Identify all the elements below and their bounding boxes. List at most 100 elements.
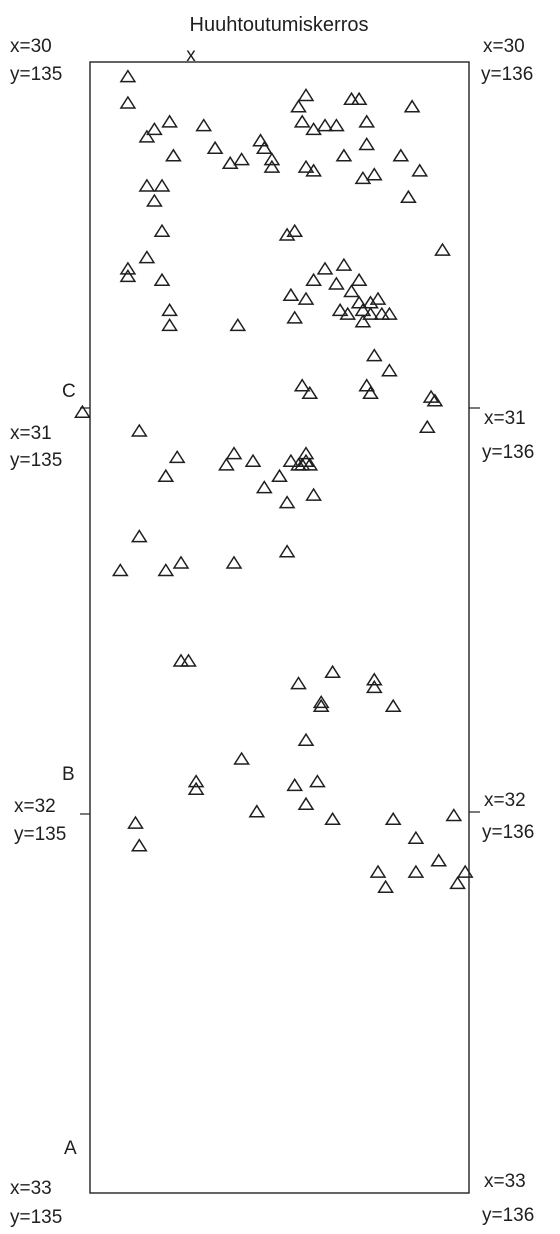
triangle-point (362, 385, 379, 400)
triangle-point (358, 378, 376, 392)
triangle-point (335, 148, 353, 162)
triangle-point (430, 853, 448, 867)
triangle-point (358, 136, 376, 151)
triangle-point (74, 404, 91, 418)
triangle-point (138, 129, 156, 143)
triangle-point (343, 284, 360, 298)
triangle-point (407, 830, 425, 844)
triangle-point (161, 114, 178, 128)
triangle-point (328, 276, 345, 290)
right-label-x30: x=30 (483, 36, 525, 57)
triangle-point (271, 468, 288, 483)
triangle-point (206, 140, 224, 155)
triangle-point (153, 178, 171, 192)
triangle-point (255, 140, 273, 155)
triangle-point (301, 457, 319, 471)
right-label-x31: x=31 (484, 408, 526, 429)
diagram-frame (89, 61, 470, 1194)
left-label-x30: x=30 (10, 36, 52, 57)
triangle-point (316, 118, 334, 132)
triangle-point (335, 257, 353, 271)
triangle-point (358, 114, 376, 128)
triangle-point (369, 864, 387, 878)
triangle-point (381, 306, 398, 320)
triangle-point (180, 653, 197, 667)
triangle-point (119, 269, 137, 283)
triangle-point (456, 864, 474, 878)
triangle-point (263, 159, 281, 173)
triangle-point (153, 272, 171, 286)
triangle-point (282, 287, 300, 302)
triangle-point (403, 99, 421, 113)
triangle-point (297, 796, 315, 810)
triangle-point (418, 419, 436, 433)
triangle-point (153, 223, 171, 237)
triangle-point (305, 163, 322, 177)
right-label-y136-top: y=136 (481, 64, 533, 85)
triangle-point (312, 695, 330, 709)
triangle-point (293, 114, 311, 128)
triangle-point (426, 393, 444, 407)
triangle-point (297, 732, 315, 746)
triangle-point (130, 529, 148, 543)
triangle-point (263, 152, 281, 166)
triangle-point (293, 378, 311, 392)
triangle-point (362, 306, 379, 320)
triangle-point (365, 167, 383, 181)
triangle-point (290, 676, 307, 690)
triangle-point (312, 698, 330, 712)
marker-x-label: x (186, 45, 196, 66)
triangle-point (365, 672, 383, 686)
triangle-point (244, 453, 262, 467)
right-label-y136-c: y=136 (482, 442, 534, 463)
right-label-x33: x=33 (484, 1171, 526, 1192)
triangle-point (119, 95, 137, 109)
triangle-point (127, 815, 144, 829)
triangle-point (278, 544, 296, 558)
triangle-point (411, 163, 429, 177)
left-label-y135-c: y=135 (10, 450, 62, 471)
triangle-point (290, 99, 307, 113)
triangle-point (286, 223, 304, 237)
triangle-point (161, 302, 178, 317)
triangle-point (111, 563, 129, 577)
triangle-point (309, 774, 326, 788)
triangle-point (400, 189, 417, 204)
section-label-c: C (62, 381, 76, 402)
triangle-point (324, 811, 341, 826)
triangle-point (331, 302, 349, 317)
triangle-point (305, 122, 322, 136)
triangle-point (146, 122, 163, 136)
triangle-point (233, 152, 250, 166)
triangle-point (119, 261, 137, 275)
triangle-point (354, 171, 372, 185)
triangle-point (328, 118, 345, 132)
triangle-point (138, 178, 156, 192)
triangle-point (434, 242, 451, 256)
triangle-point (297, 159, 315, 173)
triangle-point (252, 133, 269, 147)
triangle-point (161, 318, 178, 332)
triangle-point (130, 838, 148, 852)
triangle-point (233, 751, 250, 765)
left-label-y135-top: y=135 (10, 64, 62, 85)
triangle-point (229, 318, 247, 332)
triangle-point (218, 457, 235, 471)
triangle-point (384, 811, 402, 826)
triangle-point (187, 774, 205, 788)
left-label-y135-b: y=135 (14, 824, 66, 845)
triangle-point (316, 261, 334, 275)
triangle-point (157, 563, 175, 577)
triangle-point (286, 777, 304, 792)
triangle-point (392, 148, 410, 162)
triangle-point (172, 555, 190, 569)
triangle-point (449, 876, 466, 890)
triangle-point (445, 808, 463, 822)
triangle-point (350, 295, 368, 309)
triangle-point (221, 155, 239, 170)
triangle-point (339, 306, 357, 320)
triangle-point (187, 781, 205, 795)
right-label-y136-bottom: y=136 (482, 1205, 534, 1226)
triangle-point (225, 446, 243, 460)
triangle-point (365, 348, 383, 362)
